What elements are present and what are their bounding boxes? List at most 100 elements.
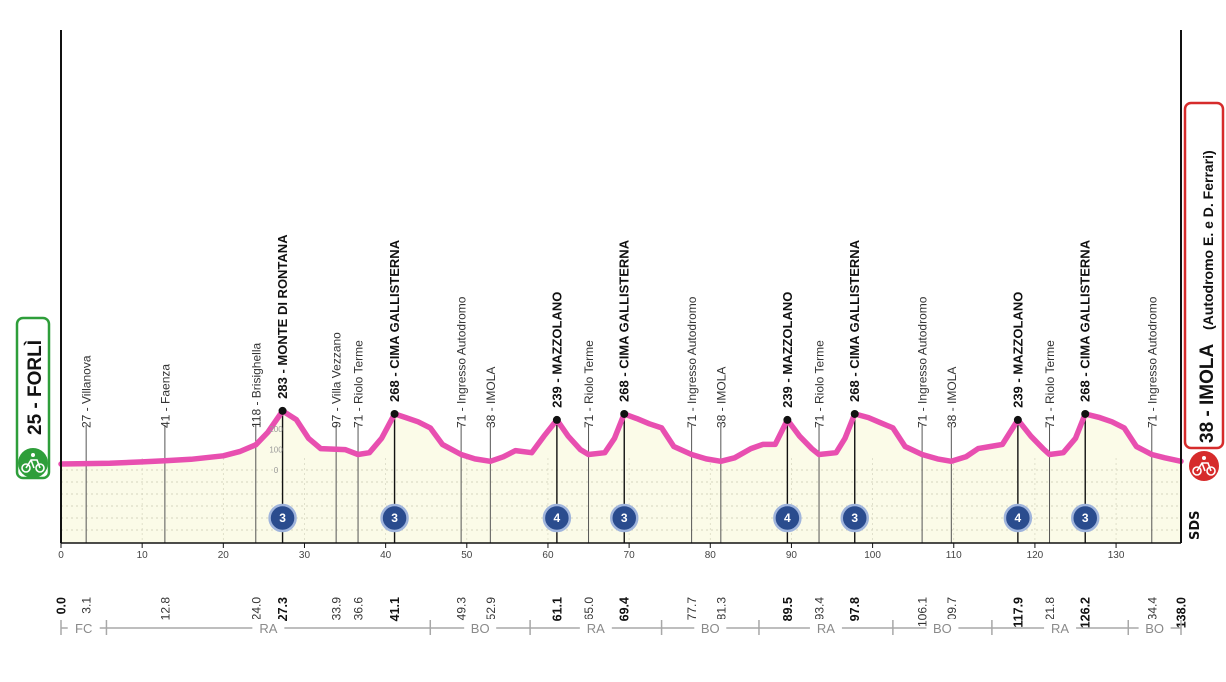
province-label-bg: [67, 619, 100, 637]
x-tick-label: 10: [137, 550, 149, 561]
climb-category-number: 3: [621, 511, 628, 525]
km-label: 27.3: [276, 597, 290, 621]
point-label: 71 - Riolo Terme: [582, 340, 596, 428]
province-label-bg: [579, 619, 612, 637]
point-label: 239 - MAZZOLANO: [780, 292, 795, 408]
km-label: 36.6: [352, 597, 366, 621]
km-label: 89.5: [781, 597, 795, 621]
point-label: 239 - MAZZOLANO: [1010, 292, 1025, 408]
finish-sublabel: (Autodromo E. e D. Ferrari): [1200, 150, 1216, 330]
climb-category-badges: 3 3 4 3 4 3 4 3: [268, 503, 1100, 533]
km-label: 41.1: [388, 597, 402, 621]
province-label-bg: [1044, 619, 1077, 637]
climb-category-number: 4: [1015, 511, 1022, 525]
province-label: RA: [817, 621, 835, 636]
x-tick-label: 100: [864, 550, 881, 561]
point-label: 38 - IMOLA: [714, 367, 728, 428]
km-labels: 0.0 3.1 12.8 24.0 27.3 33.9 36.6 41.1 49.3 52.9 61…: [55, 597, 1189, 629]
x-tick-label: 70: [624, 550, 636, 561]
climb-category-badge: [773, 503, 802, 533]
point-label: 71 - Riolo Terme: [352, 340, 366, 428]
x-tick-label: 30: [299, 550, 311, 561]
point-labels: 27 - Villanova 41 - Faenza 118 - Brisighel…: [80, 234, 1160, 428]
climb-category-badge: [840, 503, 869, 533]
point-label: 71 - Riolo Terme: [1043, 340, 1057, 428]
climb-category-number: 3: [1082, 511, 1089, 525]
point-label: 27 - Villanova: [80, 355, 94, 428]
province-label: BO: [1145, 621, 1164, 636]
finish-label: 38 - IMOLA: [1197, 343, 1218, 443]
x-tick-label: 130: [1108, 550, 1125, 561]
climb-category-badge: [609, 503, 639, 533]
km-label: 65.0: [582, 597, 596, 621]
point-label: 71 - Riolo Terme: [813, 340, 827, 428]
km-label: 69.4: [618, 597, 632, 621]
province-label-bg: [252, 619, 285, 637]
climb-category-badge: [268, 503, 297, 533]
point-label: 239 - MAZZOLANO: [549, 292, 564, 408]
altitude-tick: 0: [274, 466, 279, 475]
province-label: BO: [701, 621, 720, 636]
climb-category-number: 3: [391, 511, 398, 525]
start-label: 25 - FORLÌ: [24, 340, 46, 435]
point-label: 71 - Ingresso Autodromo: [916, 296, 930, 428]
point-label: 283 - MONTE DI RONTANA: [275, 234, 290, 399]
summit-marker: [620, 409, 629, 418]
x-tick-label: 40: [380, 550, 392, 561]
x-tick-label: 60: [542, 550, 554, 561]
point-label: 41 - Faenza: [158, 364, 172, 428]
start-badge: 25 - FORLÌ: [15, 316, 51, 480]
climb-category-badge: [542, 503, 572, 533]
point-label: 97 - Villa Vezzano: [330, 332, 344, 428]
point-label: 268 - CIMA GALLISTERNA: [387, 239, 402, 402]
km-label: 97.8: [848, 597, 862, 621]
x-tick-label: 80: [705, 550, 717, 561]
km-label: 126.2: [1079, 597, 1093, 628]
point-label: 38 - IMOLA: [945, 367, 959, 428]
sds-logo: SDS: [1188, 510, 1203, 540]
altitude-tick: 200: [269, 425, 283, 434]
km-label: 93.4: [813, 597, 827, 621]
province-label-bg: [694, 619, 727, 637]
province-label: FC: [75, 621, 92, 636]
km-label: 117.9: [1011, 597, 1025, 628]
x-tick-label: 110: [946, 550, 962, 561]
point-label: 71 - Ingresso Autodromo: [1145, 296, 1159, 428]
summit-marker: [850, 409, 859, 418]
climb-category-badge: [1070, 503, 1100, 533]
km-label: 106.1: [916, 597, 930, 627]
province-label-bg: [1138, 619, 1171, 637]
km-label: 49.3: [455, 597, 469, 621]
cyclist-icon: [18, 448, 48, 478]
summit-marker: [552, 415, 561, 424]
cyclist-icon: [1189, 451, 1219, 481]
province-label: BO: [933, 621, 952, 636]
x-tick-label: 50: [461, 550, 473, 561]
point-label: 38 - IMOLA: [484, 367, 498, 428]
km-label: 33.9: [330, 597, 344, 621]
climb-category-number: 4: [784, 511, 791, 525]
altitude-tick: 100: [269, 446, 283, 455]
km-label: 52.9: [484, 597, 498, 621]
province-label-bg: [926, 619, 959, 637]
province-label-bg: [464, 619, 497, 637]
summit-marker: [390, 409, 399, 418]
climb-category-badge: [1003, 503, 1033, 533]
climb-category-badge: [380, 503, 409, 533]
summit-marker: [278, 406, 287, 415]
province-label: RA: [587, 621, 605, 636]
summit-marker: [1013, 415, 1022, 424]
finish-badge: 38 - IMOLA (Autodromo E. e D. Ferrari): [1183, 101, 1225, 481]
axes: [60, 30, 1182, 544]
point-label: 268 - CIMA GALLISTERNA: [617, 239, 632, 402]
summit-marker: [1081, 409, 1090, 418]
point-label: 268 - CIMA GALLISTERNA: [1078, 239, 1093, 402]
climb-category-number: 3: [279, 511, 286, 525]
km-label: 12.8: [158, 597, 172, 621]
x-tick-label: 0: [58, 550, 64, 561]
province-label: RA: [259, 621, 277, 636]
x-tick-label: 120: [1027, 550, 1044, 561]
x-tick-label: 90: [786, 550, 798, 561]
profile-path: [58, 408, 1184, 467]
